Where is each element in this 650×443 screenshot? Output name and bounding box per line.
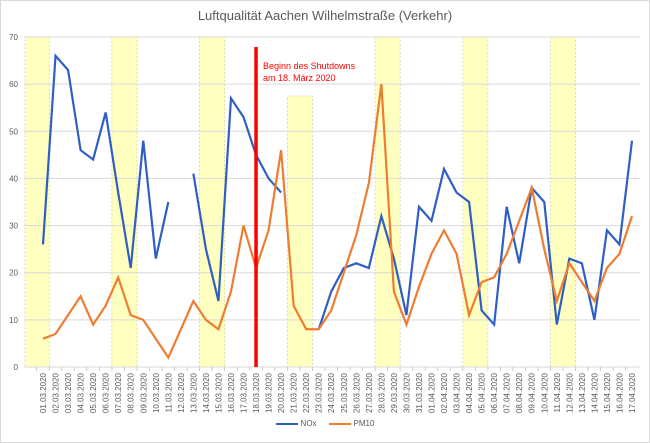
pm10-swatch-icon	[328, 422, 351, 425]
y-axis-ticks: 0 10 20 30 40 50 60 70	[9, 33, 18, 372]
svg-text:12.03.2020: 12.03.2020	[177, 372, 186, 413]
svg-text:10.04.2020: 10.04.2020	[540, 372, 549, 413]
svg-text:40: 40	[9, 174, 18, 183]
svg-text:20.03.2020: 20.03.2020	[277, 372, 286, 413]
svg-text:25.03.2020: 25.03.2020	[340, 372, 349, 413]
svg-text:13.04.2020: 13.04.2020	[578, 372, 587, 413]
svg-text:15.04.2020: 15.04.2020	[603, 372, 612, 413]
svg-text:21.03.2020: 21.03.2020	[290, 372, 299, 413]
svg-text:10: 10	[9, 316, 18, 325]
svg-text:26.03.2020: 26.03.2020	[352, 372, 361, 413]
svg-text:08.04.2020: 08.04.2020	[515, 372, 524, 413]
svg-text:05.04.2020: 05.04.2020	[478, 372, 487, 413]
weekend-band	[287, 95, 313, 368]
svg-text:am 18. März 2020: am 18. März 2020	[263, 73, 336, 83]
data-series	[41, 53, 634, 360]
svg-text:01.03.2020: 01.03.2020	[39, 372, 48, 413]
svg-text:15.03.2020: 15.03.2020	[214, 372, 223, 413]
svg-text:10.03.2020: 10.03.2020	[152, 372, 161, 413]
svg-text:0: 0	[14, 363, 19, 372]
svg-text:70: 70	[9, 33, 18, 42]
svg-text:27.03.2020: 27.03.2020	[365, 372, 374, 413]
series-line-pm10	[42, 84, 634, 360]
svg-text:11.04.2020: 11.04.2020	[553, 372, 562, 412]
shutdown-annotation: Beginn des Shutdowns am 18. März 2020	[254, 47, 356, 367]
weekend-band	[199, 36, 226, 368]
svg-text:04.03.2020: 04.03.2020	[77, 372, 86, 413]
svg-text:04.04.2020: 04.04.2020	[465, 372, 474, 413]
svg-text:18.03.2020: 18.03.2020	[252, 372, 261, 413]
legend-item-nox: NOx	[275, 419, 317, 428]
svg-text:29.03.2020: 29.03.2020	[390, 372, 399, 413]
series-line-nox	[41, 53, 170, 269]
svg-text:23.03.2020: 23.03.2020	[315, 372, 324, 413]
chart-title: Luftqualität Aachen Wilhelmstraße (Verke…	[197, 8, 453, 23]
svg-text:11.03.2020: 11.03.2020	[164, 372, 173, 412]
weekend-band	[462, 36, 489, 368]
svg-text:30.03.2020: 30.03.2020	[402, 372, 411, 413]
svg-text:13.03.2020: 13.03.2020	[189, 372, 198, 413]
svg-text:22.03.2020: 22.03.2020	[302, 372, 311, 413]
weekend-band	[111, 36, 138, 368]
svg-text:31.03.2020: 31.03.2020	[415, 372, 424, 413]
svg-text:17.03.2020: 17.03.2020	[240, 372, 249, 413]
svg-text:60: 60	[9, 80, 18, 89]
nox-swatch-icon	[275, 422, 298, 425]
svg-text:50: 50	[9, 127, 18, 136]
svg-text:02.04.2020: 02.04.2020	[440, 372, 449, 413]
svg-text:14.04.2020: 14.04.2020	[590, 372, 599, 413]
svg-text:19.03.2020: 19.03.2020	[265, 372, 274, 413]
svg-text:30: 30	[9, 222, 18, 231]
svg-text:07.03.2020: 07.03.2020	[114, 372, 123, 413]
legend: NOx PM10	[0, 419, 650, 428]
weekend-band	[550, 36, 576, 368]
series-line-nox	[192, 94, 282, 302]
svg-text:08.03.2020: 08.03.2020	[127, 372, 136, 413]
legend-label-pm10: PM10	[353, 419, 375, 428]
svg-text:24.03.2020: 24.03.2020	[327, 372, 336, 413]
svg-text:03.04.2020: 03.04.2020	[453, 372, 462, 413]
svg-text:20: 20	[9, 269, 18, 278]
series-line-nox	[317, 140, 634, 330]
svg-text:16.04.2020: 16.04.2020	[615, 372, 624, 413]
svg-text:09.03.2020: 09.03.2020	[139, 372, 148, 413]
svg-text:09.04.2020: 09.04.2020	[528, 372, 537, 413]
svg-text:06.04.2020: 06.04.2020	[490, 372, 499, 413]
svg-text:17.04.2020: 17.04.2020	[628, 372, 637, 413]
legend-label-nox: NOx	[300, 419, 317, 428]
svg-text:12.04.2020: 12.04.2020	[565, 372, 574, 413]
svg-text:07.04.2020: 07.04.2020	[503, 372, 512, 413]
x-axis-ticks: 01.03.2020 02.03.2020 03.03.2020 04.03.2020…	[36, 367, 637, 413]
svg-text:14.03.2020: 14.03.2020	[202, 372, 211, 413]
svg-text:03.03.2020: 03.03.2020	[64, 372, 73, 413]
gridlines	[24, 36, 640, 368]
svg-text:Beginn des Shutdowns: Beginn des Shutdowns	[263, 61, 356, 71]
svg-text:06.03.2020: 06.03.2020	[102, 372, 111, 413]
legend-item-pm10: PM10	[328, 419, 375, 428]
svg-text:02.03.2020: 02.03.2020	[52, 372, 61, 413]
svg-text:05.03.2020: 05.03.2020	[89, 372, 98, 413]
svg-text:01.04.2020: 01.04.2020	[427, 372, 436, 413]
svg-text:16.03.2020: 16.03.2020	[227, 372, 236, 413]
svg-text:28.03.2020: 28.03.2020	[377, 372, 386, 413]
